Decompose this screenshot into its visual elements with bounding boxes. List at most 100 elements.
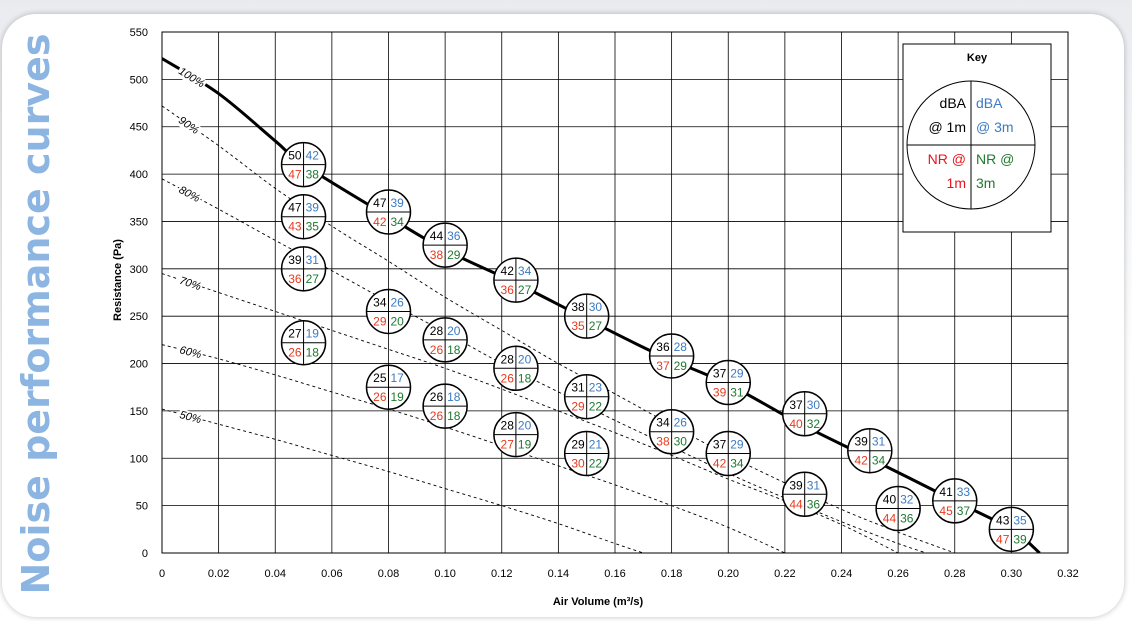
point-dba-1m: 25 [373, 371, 387, 385]
curve-label-bg [177, 344, 204, 362]
point-dba-3m: 26 [391, 295, 405, 309]
curve-label-bg [177, 408, 204, 427]
y-tick-label: 200 [130, 359, 148, 371]
x-tick-label: 0 [159, 568, 165, 580]
point-dba-1m: 40 [883, 492, 897, 506]
x-tick-label: 0.12 [491, 568, 512, 580]
data-point: 47 39 42 34 [365, 189, 412, 235]
point-dba-3m: 21 [589, 438, 603, 452]
point-nr-3m: 20 [391, 314, 405, 328]
point-nr-1m: 29 [571, 400, 585, 414]
x-tick-label: 0.30 [1001, 568, 1022, 580]
y-tick-label: 400 [130, 169, 148, 181]
x-tick-label: 0.08 [378, 568, 399, 580]
data-point: 37 30 40 32 [781, 391, 828, 437]
x-tick-label: 0.20 [718, 568, 739, 580]
point-nr-3m: 29 [674, 359, 688, 373]
point-nr-1m: 37 [656, 359, 670, 373]
key-nr-1m-line1: NR @ [928, 151, 966, 167]
point-nr-1m: 40 [789, 417, 803, 431]
point-dba-1m: 36 [656, 340, 670, 354]
key-title: Key [967, 52, 988, 64]
point-nr-3m: 31 [730, 385, 744, 399]
point-dba-3m: 39 [391, 196, 405, 210]
point-nr-3m: 34 [872, 454, 886, 468]
curve-label-bg [175, 64, 208, 92]
data-point: 39 31 42 34 [847, 427, 893, 474]
point-nr-1m: 39 [713, 385, 727, 399]
point-dba-1m: 26 [430, 390, 444, 404]
data-point: 38 30 35 27 [563, 293, 610, 339]
x-tick-label: 0.10 [434, 568, 455, 580]
point-nr-1m: 36 [501, 283, 515, 297]
x-tick-label: 0.24 [831, 568, 852, 580]
point-dba-3m: 29 [730, 438, 744, 452]
point-nr-3m: 27 [306, 272, 320, 286]
point-nr-3m: 22 [589, 400, 603, 414]
point-dba-3m: 33 [957, 485, 971, 499]
curve-label: 60% [178, 344, 202, 361]
x-tick-label: 0.32 [1057, 568, 1078, 580]
point-nr-1m: 44 [789, 497, 803, 511]
data-point: 34 26 29 20 [365, 288, 412, 335]
point-nr-1m: 36 [288, 272, 302, 286]
y-tick-label: 550 [130, 27, 148, 39]
point-dba-3m: 19 [306, 327, 320, 341]
curve-label: 70% [178, 275, 203, 293]
x-tick-label: 0.18 [661, 568, 682, 580]
point-nr-1m: 26 [430, 343, 444, 357]
point-dba-1m: 28 [501, 352, 515, 366]
data-point: 50 42 47 38 [280, 141, 327, 188]
point-nr-3m: 34 [730, 457, 744, 471]
curve-60pct [162, 344, 786, 553]
y-tick-label: 0 [142, 548, 148, 560]
point-nr-3m: 32 [807, 417, 821, 431]
point-dba-1m: 28 [430, 324, 444, 338]
point-nr-3m: 27 [518, 283, 532, 297]
point-dba-3m: 32 [900, 492, 914, 506]
point-dba-3m: 20 [518, 352, 532, 366]
curve-label-bg [175, 113, 202, 138]
point-nr-1m: 30 [571, 457, 585, 471]
key-nr-1m-line2: 1m [947, 175, 966, 191]
curve-label: 100% [176, 65, 206, 90]
point-nr-1m: 42 [854, 454, 868, 468]
x-tick-label: 0.04 [265, 568, 286, 580]
data-point: 47 39 43 35 [280, 193, 327, 240]
point-nr-1m: 47 [288, 168, 302, 182]
point-nr-1m: 42 [713, 457, 727, 471]
point-dba-1m: 28 [501, 419, 515, 433]
point-nr-3m: 18 [447, 409, 461, 423]
key-dba-1m-line1: dBA [940, 95, 967, 111]
point-nr-1m: 26 [501, 371, 515, 385]
point-dba-1m: 37 [713, 366, 727, 380]
point-nr-3m: 34 [391, 215, 405, 229]
curve-80pct [162, 178, 927, 553]
point-nr-3m: 36 [900, 511, 914, 525]
point-nr-1m: 26 [288, 346, 302, 360]
point-dba-1m: 43 [996, 513, 1010, 527]
data-point: 31 23 29 22 [563, 373, 610, 420]
data-point: 36 28 37 29 [648, 333, 695, 379]
key-dba-3m-line2: @ 3m [976, 119, 1014, 135]
curve-label-bg [175, 183, 203, 206]
y-tick-label: 300 [130, 264, 148, 276]
point-dba-3m: 18 [447, 390, 461, 404]
data-point: 39 31 44 36 [781, 471, 828, 518]
point-dba-3m: 17 [391, 371, 405, 385]
point-dba-1m: 38 [571, 300, 585, 314]
point-nr-1m: 42 [373, 215, 387, 229]
point-dba-1m: 37 [789, 398, 803, 412]
point-dba-3m: 31 [306, 253, 320, 267]
point-dba-3m: 20 [518, 419, 532, 433]
point-nr-3m: 27 [589, 319, 603, 333]
data-point: 25 17 26 19 [365, 364, 412, 410]
y-axis-label: Resistance (Pa) [112, 239, 124, 321]
x-tick-label: 0.14 [548, 568, 569, 580]
curve-50pct [162, 408, 644, 553]
